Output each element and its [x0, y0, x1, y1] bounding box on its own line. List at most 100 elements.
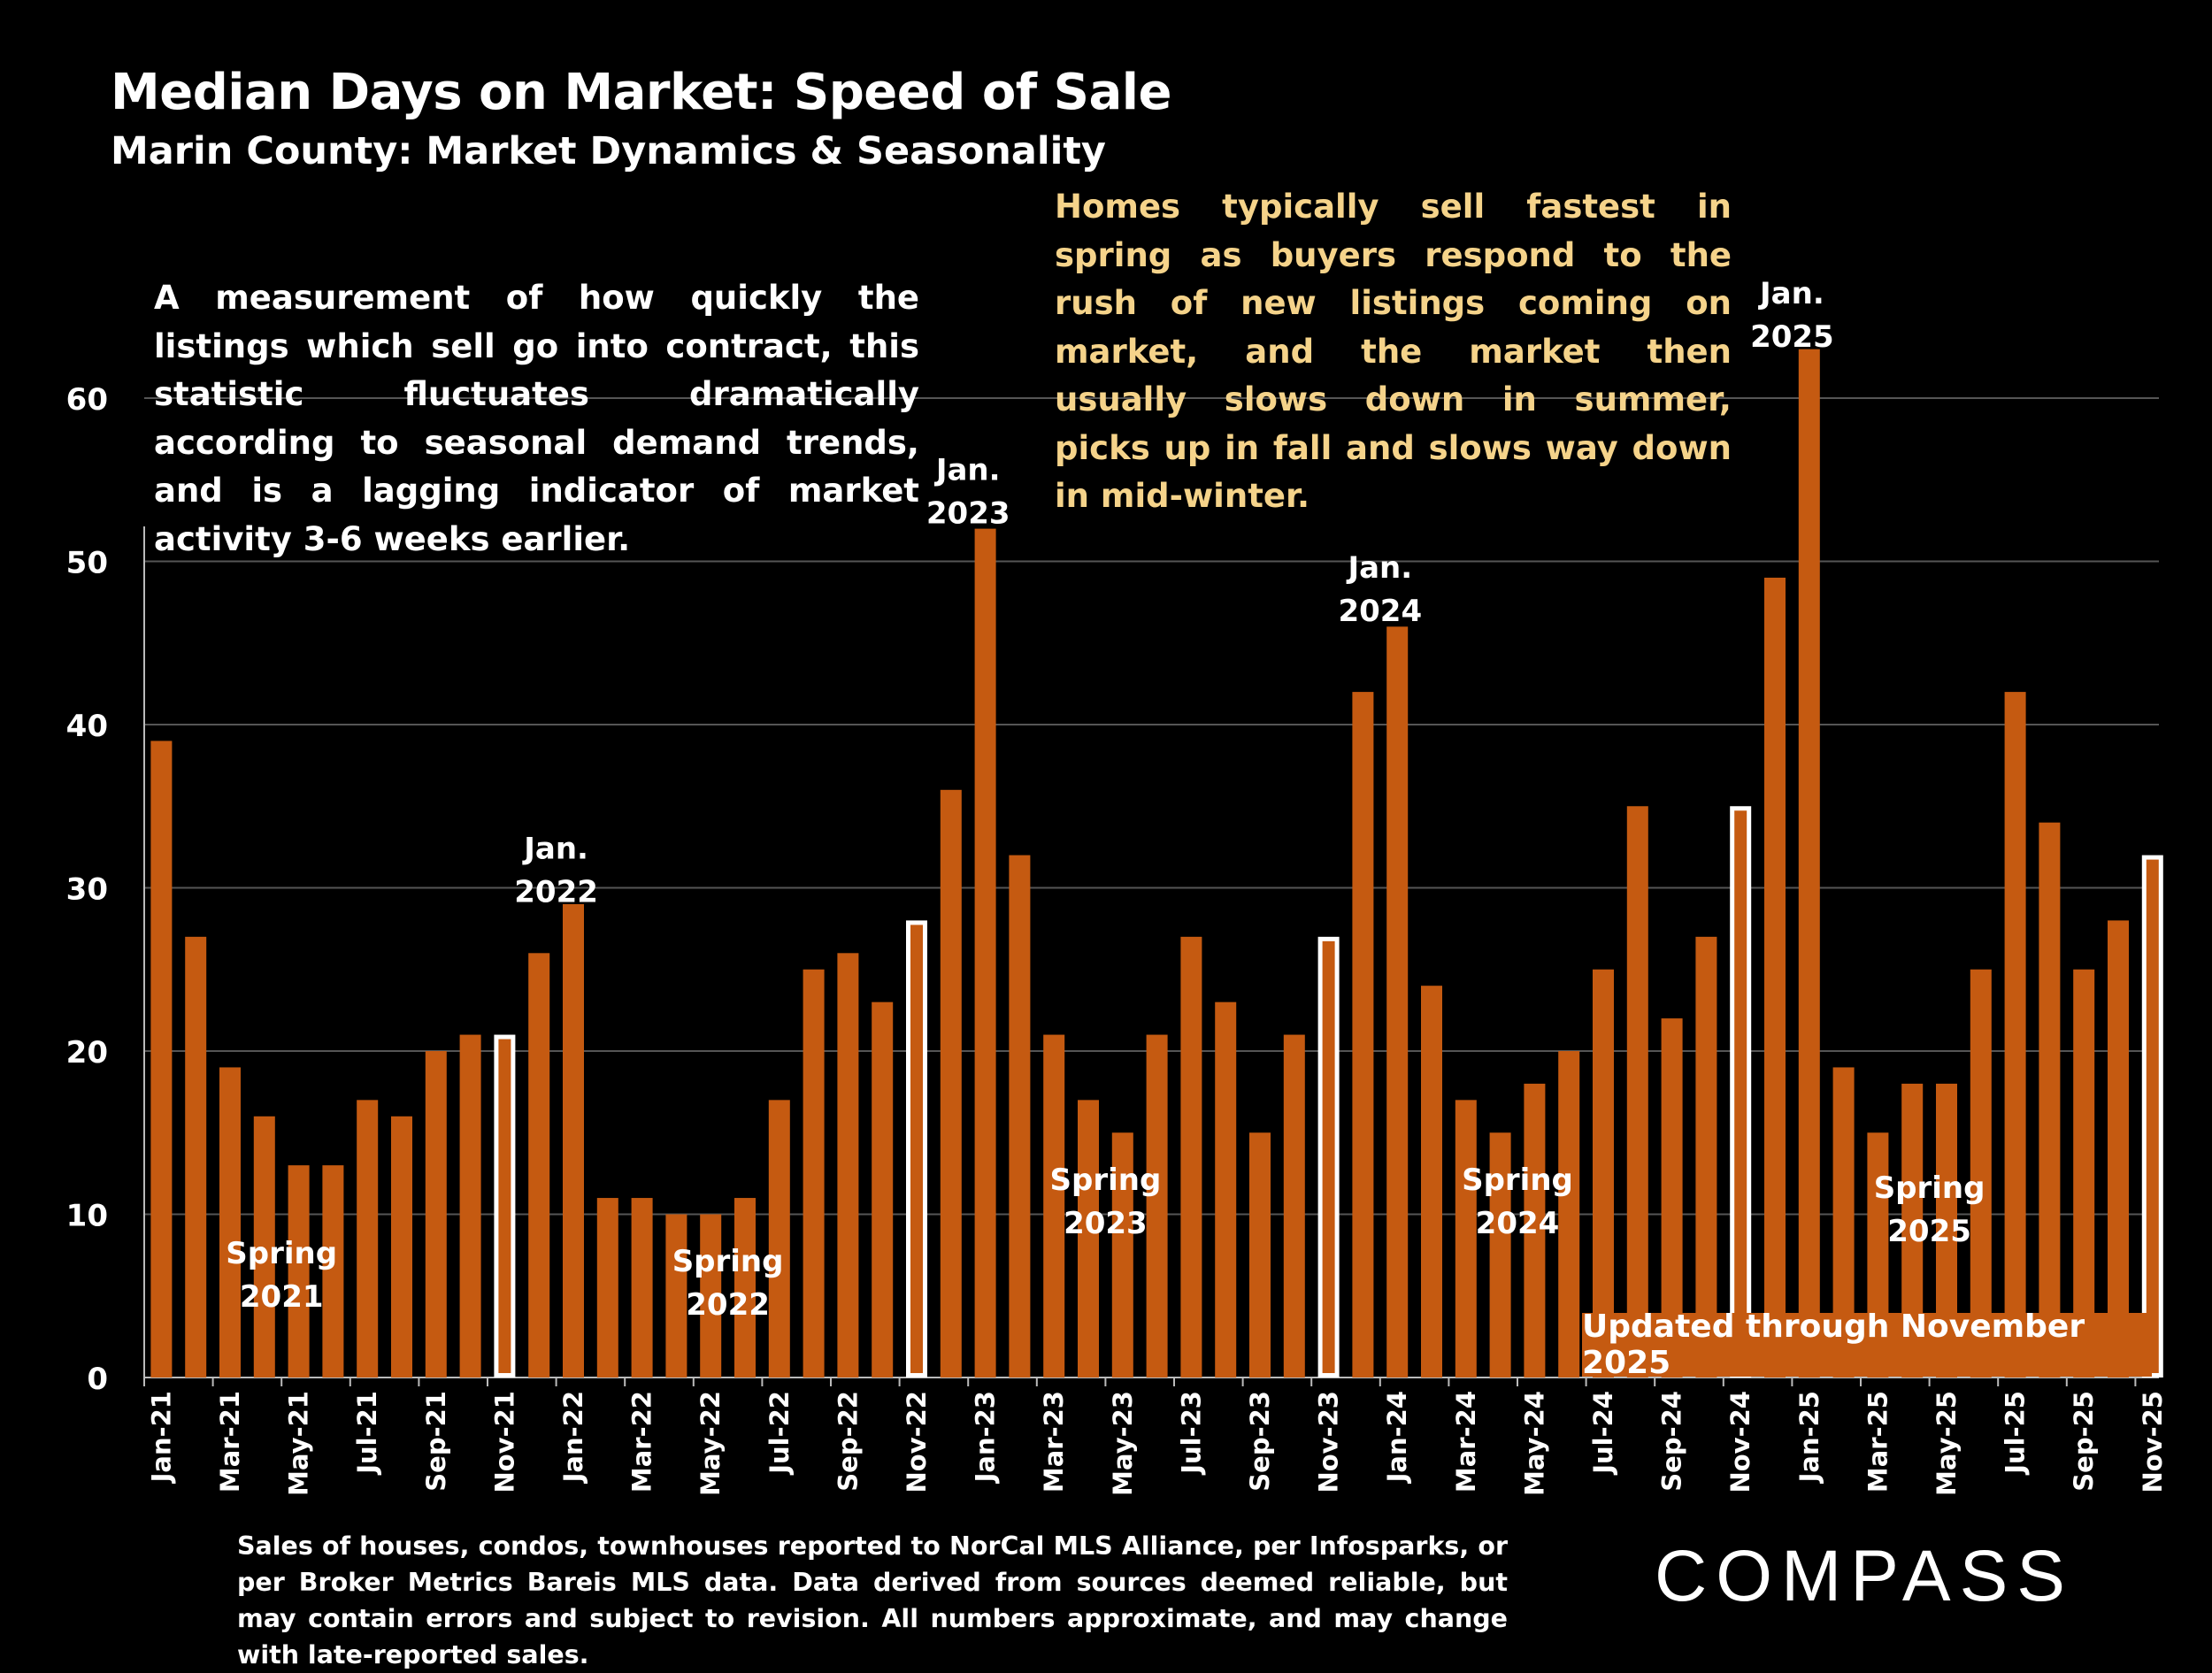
bar-nov-25 [2141, 855, 2163, 1378]
x-tick-label: Jan-23 [971, 1391, 1001, 1484]
x-tick-label: Jul-23 [1176, 1391, 1206, 1476]
bar-jul-23 [1180, 936, 1202, 1378]
source-text: Sales of houses, condos, townhouses repo… [237, 1531, 1508, 1669]
bar-mar-22 [631, 1198, 653, 1378]
bar-jul-21 [357, 1100, 379, 1378]
bar-oct-24 [1695, 936, 1717, 1378]
bar-jun-25 [1970, 969, 1992, 1378]
bar-dec-22 [940, 789, 962, 1378]
x-tick-label: Sep-24 [1657, 1391, 1687, 1492]
bar-jun-23 [1146, 1034, 1168, 1378]
bar-jul-25 [2004, 692, 2026, 1378]
annotation-label: Jan. [934, 452, 1001, 487]
updated-badge: Updated through November 2025 [1582, 1308, 2152, 1381]
compass-logo: COMPASS [1655, 1536, 2074, 1616]
annotation-label: Jan. [522, 831, 588, 866]
y-tick-label: 40 [66, 709, 108, 744]
annotation-label: 2022 [514, 874, 598, 909]
bar-nov-24 [1730, 806, 1752, 1378]
bar-jan-21 [150, 741, 173, 1378]
bar-feb-22 [596, 1198, 618, 1378]
annotation-label: Jan. [1346, 550, 1412, 586]
annotation-label: Spring [1874, 1170, 1985, 1206]
annotation-label: Jan. [1758, 276, 1824, 311]
x-tick-label: Sep-25 [2069, 1391, 2099, 1492]
chart-description: A measurement of how quickly the listing… [154, 274, 919, 564]
bar-aug-25 [2039, 822, 2061, 1378]
x-tick-label: Jan-25 [1794, 1391, 1824, 1484]
x-tick-label: Jan-22 [558, 1391, 588, 1484]
note-text: Homes typically sell fastest in spring a… [1055, 188, 1732, 515]
x-tick-label: Nov-21 [489, 1391, 519, 1493]
bar-aug-21 [391, 1116, 412, 1378]
y-tick-label: 50 [66, 546, 108, 581]
x-tick-label: Nov-25 [2138, 1391, 2168, 1493]
page-subtitle: Marin County: Market Dynamics & Seasonal… [111, 129, 1106, 173]
x-tick-label: Jan-21 [146, 1391, 176, 1484]
bar-feb-24 [1421, 986, 1442, 1378]
bar-dec-24 [1764, 577, 1786, 1378]
x-tick-label: Mar-21 [215, 1391, 245, 1493]
annotation-label: 2021 [240, 1279, 324, 1315]
description-text: A measurement of how quickly the listing… [154, 279, 919, 558]
bar-oct-25 [2108, 920, 2129, 1378]
bar-apr-22 [665, 1214, 687, 1378]
x-tick-label: Mar-25 [1863, 1391, 1893, 1493]
x-tick-label: Sep-22 [833, 1391, 863, 1492]
x-tick-label: May-24 [1519, 1391, 1549, 1496]
annotation-label: 2023 [1064, 1206, 1148, 1241]
bar-dec-21 [528, 953, 550, 1378]
bar-nov-23 [1317, 936, 1340, 1378]
bar-sep-25 [2073, 969, 2095, 1378]
bar-oct-22 [872, 1001, 894, 1378]
bar-nov-22 [906, 920, 927, 1378]
bar-apr-23 [1078, 1100, 1099, 1378]
bar-jan-24 [1386, 626, 1409, 1378]
bar-jun-21 [322, 1165, 344, 1378]
annotation-label: 2025 [1887, 1214, 1971, 1249]
bar-apr-24 [1489, 1132, 1511, 1378]
bar-sep-23 [1249, 1132, 1271, 1378]
x-tick-label: Nov-24 [1725, 1391, 1755, 1493]
annotation-label: Spring [1050, 1163, 1162, 1198]
bar-jun-24 [1558, 1051, 1580, 1378]
x-tick-label: Nov-23 [1314, 1391, 1344, 1493]
x-tick-label: May-21 [284, 1391, 314, 1496]
seasonality-note: Homes typically sell fastest in spring a… [1055, 183, 1732, 521]
x-tick-label: Jul-24 [1588, 1391, 1618, 1476]
bar-feb-21 [185, 936, 207, 1378]
annotation-label: Spring [226, 1236, 337, 1271]
y-tick-label: 60 [66, 382, 108, 418]
bar-mar-23 [1043, 1034, 1065, 1378]
annotation-label: 2022 [686, 1287, 770, 1323]
source-footnote: Sales of houses, condos, townhouses repo… [237, 1528, 1508, 1673]
bar-jul-22 [768, 1100, 790, 1378]
bar-jan-23 [974, 528, 996, 1378]
bar-jul-24 [1593, 969, 1614, 1378]
bar-apr-21 [253, 1116, 275, 1378]
bar-sep-22 [837, 953, 859, 1378]
annotation-label: 2024 [1338, 594, 1422, 629]
bar-aug-23 [1215, 1001, 1237, 1378]
bar-may-24 [1524, 1083, 1546, 1378]
annotation-label: 2025 [1750, 319, 1834, 355]
x-tick-label: Sep-23 [1245, 1391, 1275, 1492]
bar-aug-24 [1626, 806, 1648, 1378]
bar-oct-21 [459, 1034, 481, 1378]
x-tick-label: Jan-24 [1382, 1391, 1412, 1484]
annotation-label: 2024 [1476, 1206, 1560, 1241]
x-tick-label: Mar-24 [1451, 1391, 1481, 1493]
x-tick-label: May-22 [695, 1391, 726, 1496]
bar-may-22 [700, 1214, 722, 1378]
bar-nov-21 [494, 1034, 516, 1378]
bar-jan-25 [1798, 349, 1820, 1378]
bar-jun-22 [734, 1198, 756, 1378]
bar-may-23 [1111, 1132, 1133, 1378]
x-tick-label: May-25 [1932, 1391, 1962, 1496]
x-tick-label: Jul-25 [2001, 1391, 2031, 1476]
x-tick-label: Jul-22 [764, 1391, 795, 1476]
y-tick-label: 10 [66, 1199, 108, 1234]
x-tick-label: May-23 [1108, 1391, 1138, 1496]
bar-mar-24 [1455, 1100, 1477, 1378]
